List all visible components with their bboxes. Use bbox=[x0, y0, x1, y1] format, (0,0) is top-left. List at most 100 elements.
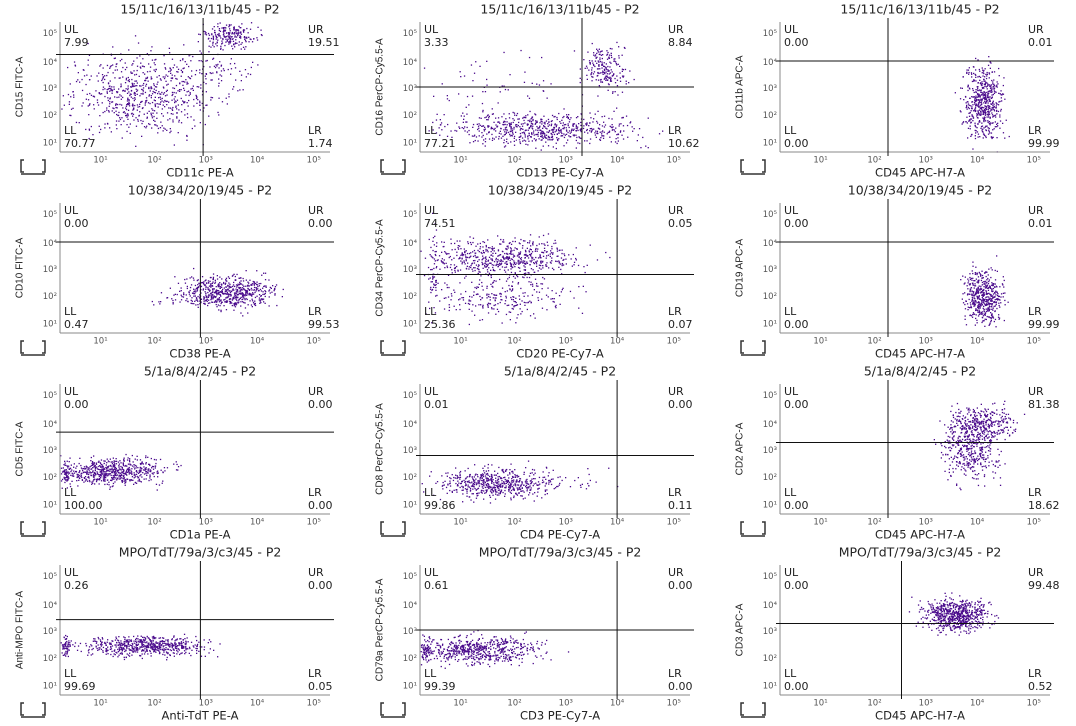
event-dot bbox=[144, 126, 145, 127]
event-dot bbox=[604, 126, 605, 127]
event-dot bbox=[139, 106, 140, 107]
event-dot bbox=[555, 243, 556, 244]
event-dot bbox=[88, 114, 89, 115]
event-dot bbox=[244, 302, 245, 303]
event-dot bbox=[986, 92, 987, 93]
event-dot bbox=[495, 314, 496, 315]
event-dot bbox=[620, 132, 621, 133]
event-dot bbox=[548, 122, 549, 123]
event-dot bbox=[975, 69, 976, 70]
event-dot bbox=[239, 284, 240, 285]
event-dot bbox=[193, 296, 194, 297]
event-dot bbox=[990, 321, 991, 322]
event-dot bbox=[987, 120, 988, 121]
event-dot bbox=[140, 67, 141, 68]
event-dot bbox=[522, 141, 523, 142]
quadrant-name: UR bbox=[668, 204, 684, 217]
event-dot bbox=[592, 121, 593, 122]
event-dot bbox=[246, 280, 247, 281]
event-dot bbox=[155, 64, 156, 65]
event-dot bbox=[263, 286, 264, 287]
event-dot bbox=[467, 253, 468, 254]
event-dot bbox=[576, 137, 577, 138]
event-dot bbox=[477, 261, 478, 262]
event-dot bbox=[607, 54, 608, 55]
event-dot bbox=[545, 128, 546, 129]
event-dot bbox=[595, 114, 596, 115]
event-dot bbox=[606, 68, 607, 69]
event-dot bbox=[195, 289, 196, 290]
event-dot bbox=[205, 33, 206, 34]
event-dot bbox=[985, 271, 986, 272]
event-dot bbox=[976, 302, 977, 303]
event-dot bbox=[998, 314, 999, 315]
event-dot bbox=[522, 293, 523, 294]
event-dot bbox=[984, 314, 985, 315]
event-dot bbox=[528, 120, 529, 121]
event-dot bbox=[229, 301, 230, 302]
event-dot bbox=[79, 458, 80, 459]
event-dot bbox=[597, 131, 598, 132]
event-dot bbox=[982, 284, 983, 285]
event-dot bbox=[610, 81, 611, 82]
event-dot bbox=[1003, 296, 1004, 297]
event-dot bbox=[148, 81, 149, 82]
event-dot bbox=[554, 301, 555, 302]
event-dot bbox=[495, 124, 496, 125]
event-dot bbox=[111, 471, 112, 472]
event-dot bbox=[973, 79, 974, 80]
event-dot bbox=[475, 246, 476, 247]
event-dot bbox=[137, 66, 138, 67]
event-dot bbox=[466, 260, 467, 261]
event-dot bbox=[151, 467, 152, 468]
y-tick-label: 10² bbox=[43, 111, 57, 121]
event-dot bbox=[489, 273, 490, 274]
event-dot bbox=[162, 481, 163, 482]
event-dot bbox=[239, 89, 240, 90]
event-dot bbox=[89, 103, 90, 104]
event-dot bbox=[552, 132, 553, 133]
event-dot bbox=[551, 125, 552, 126]
event-dot bbox=[519, 299, 520, 300]
event-dot bbox=[509, 277, 510, 278]
event-dot bbox=[528, 257, 529, 258]
event-dot bbox=[527, 295, 528, 296]
event-dot bbox=[981, 295, 982, 296]
event-dot bbox=[458, 249, 459, 250]
event-dot bbox=[510, 260, 511, 261]
event-dot bbox=[993, 137, 994, 138]
event-dot bbox=[172, 92, 173, 93]
event-dot bbox=[473, 256, 474, 257]
event-dot bbox=[220, 300, 221, 301]
x-tick-label: 10⁴ bbox=[250, 337, 265, 347]
event-dot bbox=[87, 477, 88, 478]
event-dot bbox=[626, 83, 627, 84]
event-dot bbox=[973, 285, 974, 286]
event-dot bbox=[110, 459, 111, 460]
event-dot bbox=[505, 291, 506, 292]
event-dot bbox=[143, 463, 144, 464]
event-dot bbox=[472, 135, 473, 136]
event-dot bbox=[464, 252, 465, 253]
event-dot bbox=[137, 70, 138, 71]
event-dot bbox=[229, 278, 230, 279]
event-dot bbox=[503, 52, 504, 53]
event-dot bbox=[206, 300, 207, 301]
plot-panel: 10/38/34/20/19/45 - P210¹10¹10²10²10³10³… bbox=[15, 183, 340, 361]
quadrant-value: 25.36 bbox=[424, 318, 456, 331]
event-dot bbox=[248, 73, 249, 74]
y-tick-label: 10¹ bbox=[43, 138, 57, 148]
event-dot bbox=[510, 268, 511, 269]
event-dot bbox=[81, 105, 82, 106]
event-dot bbox=[976, 314, 977, 315]
event-dot bbox=[146, 126, 147, 127]
event-dot bbox=[221, 284, 222, 285]
event-dot bbox=[458, 93, 459, 94]
event-dot bbox=[553, 243, 554, 244]
event-dot bbox=[483, 250, 484, 251]
event-dot bbox=[134, 97, 135, 98]
event-dot bbox=[495, 281, 496, 282]
event-dot bbox=[539, 267, 540, 268]
event-dot bbox=[135, 35, 136, 36]
